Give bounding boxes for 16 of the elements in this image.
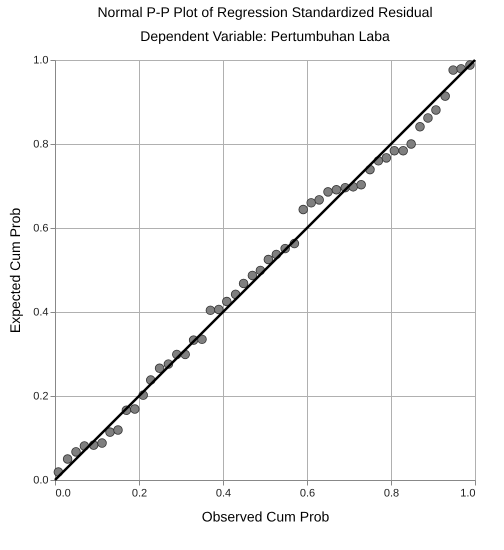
chart-subtitle: Dependent Variable: Pertumbuhan Laba: [140, 28, 390, 44]
chart-title: Normal P-P Plot of Regression Standardized Residual: [97, 4, 433, 20]
x-axis-title: Observed Cum Prob: [202, 508, 330, 524]
y-tick-label: 0.2: [33, 390, 48, 402]
x-tick-label: 0.8: [384, 488, 400, 500]
y-tick-label: 0.6: [33, 222, 48, 234]
x-tick-label: 1.0: [460, 488, 476, 500]
y-axis-title: Expected Cum Prob: [7, 208, 24, 334]
x-tick-label: 0.2: [132, 488, 148, 500]
x-tick-label: 0.0: [56, 488, 71, 500]
x-tick-label: 0.6: [300, 488, 316, 500]
y-tick-label: 0.0: [33, 474, 48, 486]
x-tick-label: 0.4: [216, 488, 232, 500]
y-tick-label: 0.4: [33, 306, 48, 318]
y-tick-label: 1.0: [33, 54, 48, 66]
y-tick-label: 0.8: [33, 138, 48, 150]
